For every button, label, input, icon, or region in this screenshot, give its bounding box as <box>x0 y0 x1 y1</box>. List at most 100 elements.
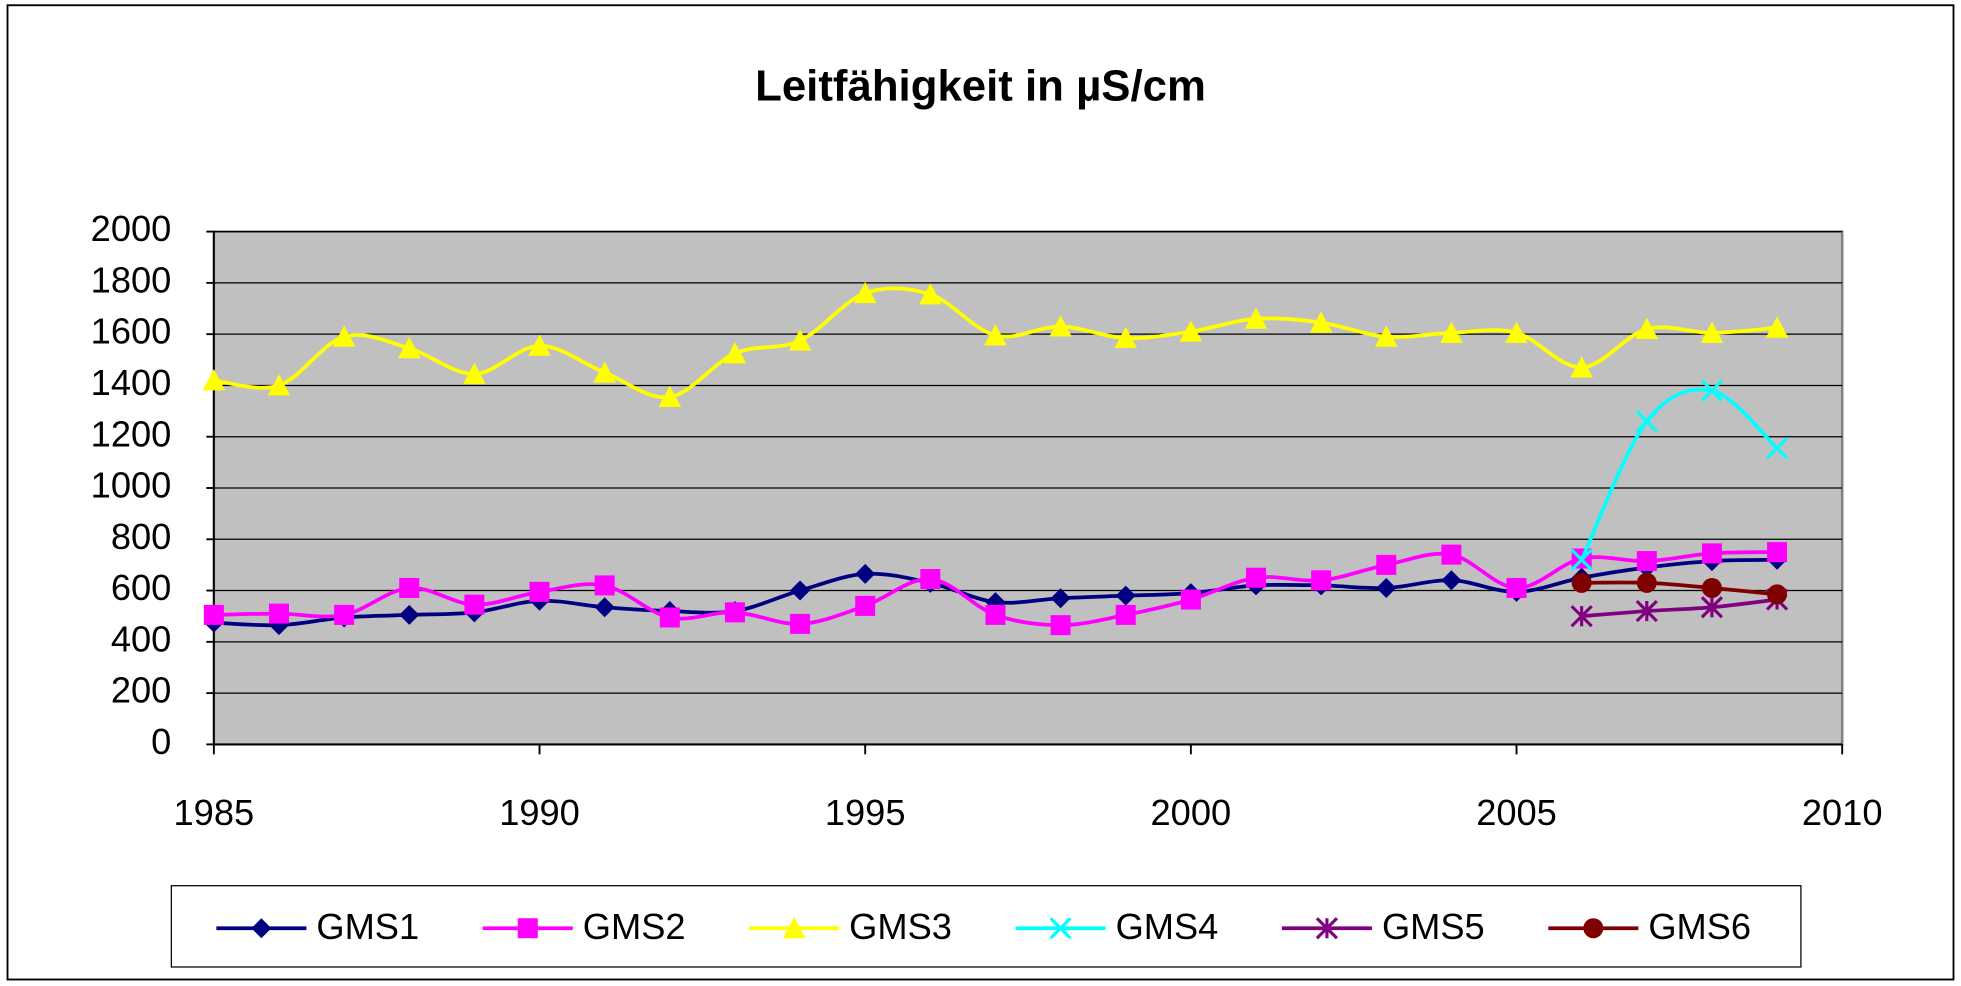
data-point <box>723 342 747 364</box>
data-point <box>1441 544 1462 565</box>
chart-title: Leitfähigkeit in µS/cm <box>755 62 1206 111</box>
y-tick-label: 0 <box>151 721 171 762</box>
data-point <box>985 604 1006 625</box>
data-point <box>1114 326 1137 349</box>
data-point <box>1767 584 1788 605</box>
data-point <box>268 603 289 624</box>
data-point <box>594 597 615 618</box>
data-point <box>724 602 745 623</box>
data-point <box>202 369 226 391</box>
data-point <box>1050 615 1071 636</box>
y-tick-label: 1400 <box>91 362 172 403</box>
data-point <box>1635 599 1658 623</box>
data-point <box>1376 554 1397 575</box>
x-tick-label: 2000 <box>1151 792 1232 833</box>
y-tick-label: 600 <box>111 567 171 608</box>
data-point <box>1570 548 1593 571</box>
y-tick-label: 800 <box>111 516 171 557</box>
data-point <box>855 563 876 584</box>
x-tick-label: 1995 <box>825 792 906 833</box>
x-tick-label: 2005 <box>1476 792 1557 833</box>
data-point <box>463 362 486 384</box>
data-point <box>593 361 616 383</box>
data-point <box>788 329 812 351</box>
legend-box <box>170 885 1802 968</box>
legend-marker <box>517 918 538 939</box>
data-point <box>1049 315 1072 337</box>
legend-label: GMS4 <box>1116 906 1219 947</box>
y-tick-label: 1800 <box>91 259 172 300</box>
data-point <box>203 604 224 625</box>
data-point <box>528 334 551 356</box>
series-line <box>1581 597 1778 619</box>
data-point <box>855 595 876 616</box>
legend-marker <box>1315 917 1339 940</box>
data-point <box>398 337 421 359</box>
data-point <box>790 580 811 601</box>
legend-label: GMS5 <box>1382 906 1485 947</box>
data-point <box>658 385 682 407</box>
y-tick-label: 1200 <box>91 413 172 454</box>
data-point <box>1244 307 1268 329</box>
data-point <box>1506 577 1527 598</box>
data-point <box>594 575 615 596</box>
data-point <box>984 324 1007 346</box>
data-point <box>790 613 811 634</box>
data-point <box>920 569 941 590</box>
data-point <box>1571 572 1592 593</box>
data-point <box>1440 321 1463 343</box>
data-point <box>1765 437 1789 460</box>
y-tick-label: 2000 <box>91 208 172 249</box>
data-point <box>1767 542 1788 563</box>
y-tick-label: 200 <box>111 670 171 711</box>
data-point <box>1375 325 1398 347</box>
data-point <box>1635 410 1658 433</box>
data-point <box>1050 588 1071 609</box>
data-point <box>1180 589 1201 610</box>
data-point <box>464 594 485 615</box>
data-point <box>1115 585 1136 606</box>
x-tick-label: 1985 <box>174 792 255 833</box>
data-point <box>1309 311 1333 333</box>
data-point <box>919 283 942 305</box>
data-point <box>1179 320 1203 342</box>
data-point <box>399 577 420 598</box>
data-point <box>1376 577 1397 598</box>
data-point <box>1701 543 1722 564</box>
data-point <box>1700 321 1724 343</box>
legend-label: GMS2 <box>583 906 686 947</box>
y-tick-label: 400 <box>111 618 171 659</box>
data-point <box>1505 321 1528 343</box>
series-line <box>1581 580 1778 597</box>
data-point <box>1700 596 1724 619</box>
data-point <box>659 607 680 628</box>
legend-label: GMS3 <box>849 906 952 947</box>
legend-marker <box>251 918 272 939</box>
data-point <box>334 604 355 625</box>
data-point <box>267 374 291 396</box>
data-point <box>332 325 356 347</box>
data-point <box>1311 570 1332 591</box>
data-point <box>1636 572 1657 593</box>
y-tick-label: 1000 <box>91 465 172 506</box>
data-point <box>853 281 877 304</box>
legend-marker <box>782 916 806 939</box>
y-tick-label: 1600 <box>91 311 172 352</box>
data-point <box>1441 570 1462 591</box>
data-point <box>1115 604 1136 625</box>
legend-label: GMS6 <box>1648 906 1751 947</box>
legend-label: GMS1 <box>316 906 419 947</box>
data-point <box>1700 379 1724 402</box>
legend-marker <box>1583 918 1604 939</box>
series-line <box>1579 387 1779 561</box>
data-point <box>1636 551 1657 572</box>
data-point <box>1765 316 1789 338</box>
legend-marker <box>1049 917 1072 940</box>
data-point <box>1570 605 1593 628</box>
data-point <box>399 604 420 625</box>
data-point <box>1701 577 1722 598</box>
x-tick-label: 1990 <box>499 792 580 833</box>
data-point <box>1245 567 1266 588</box>
